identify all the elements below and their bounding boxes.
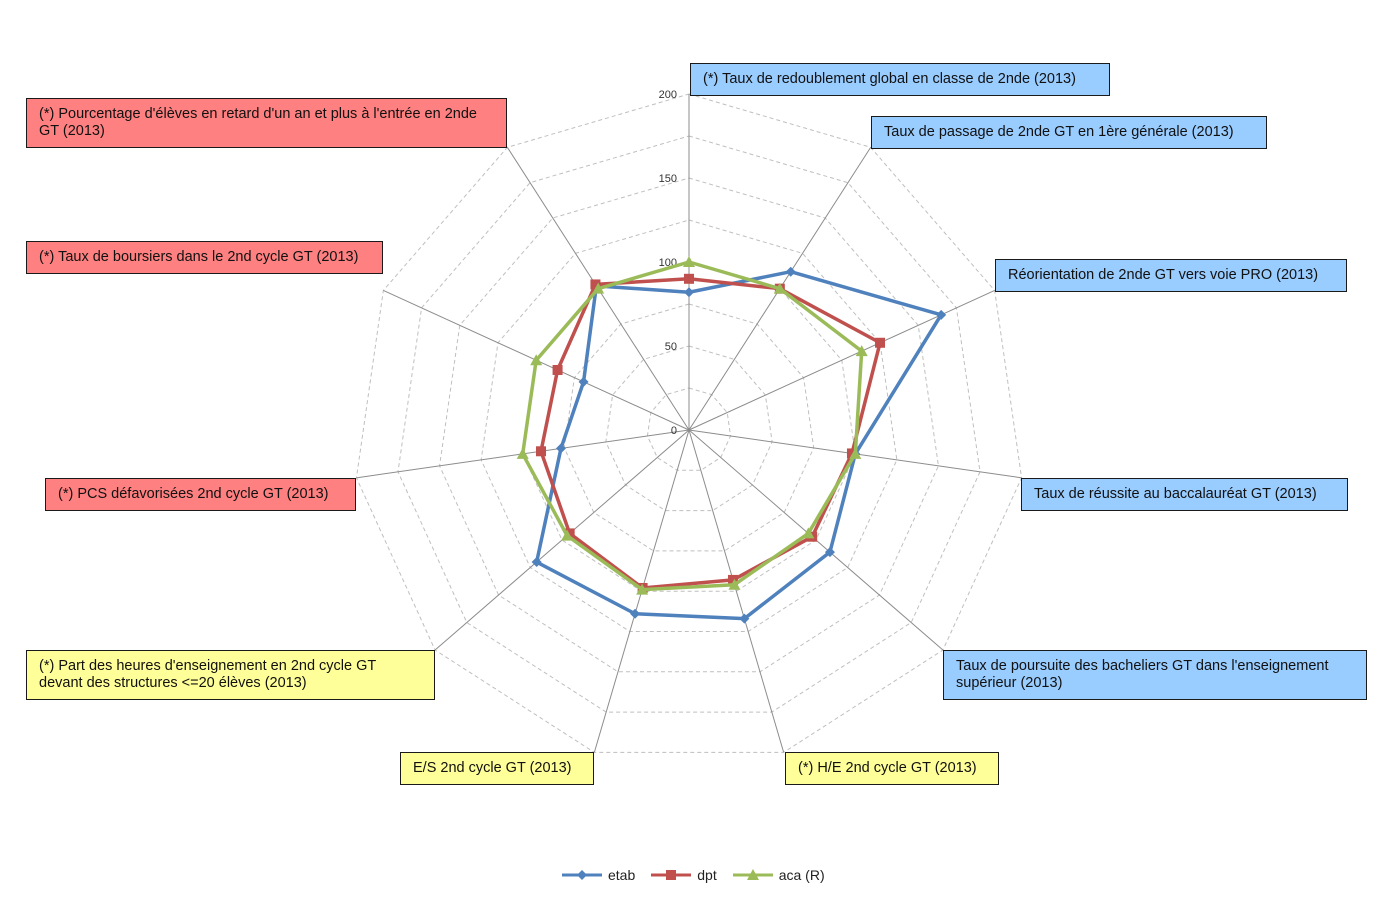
axis-label-9: (*) Taux de boursiers dans le 2nd cycle … [26,241,383,274]
tick-label-50: 50 [665,341,677,353]
grid-ring [646,387,732,471]
legend-label-etab: etab [608,867,636,883]
point-etab-7 [531,557,542,568]
axis-label-4: Taux de poursuite des bacheliers GT dans… [943,650,1367,700]
legend-marker-dpt [651,870,692,880]
point-etab-5 [739,613,750,624]
grid-ring [522,261,856,592]
point-dpt-7 [564,528,575,539]
grid-ring [397,135,981,713]
point-dpt-5 [728,574,739,585]
point-aca-5 [728,578,741,590]
grid-ring [605,345,773,512]
point-aca-3 [849,447,862,459]
legend-item-aca: aca (R) [731,867,825,883]
axis-spoke [688,429,785,753]
point-dpt-9 [552,364,563,375]
point-etab-4 [824,547,835,558]
point-etab-2 [936,309,947,320]
tick-label-0: 0 [671,425,677,437]
axis-label-0: (*) Taux de redoublement global en class… [690,63,1110,96]
point-aca-8 [516,447,529,459]
axis-spoke [688,289,995,431]
series-line-etab [534,269,943,621]
grid-ring [439,177,939,673]
point-aca-7 [561,529,574,541]
point-aca-6 [636,583,649,595]
legend-item-etab: etab [560,867,635,883]
legend-label-aca: aca (R) [778,867,825,883]
axis-label-5: (*) H/E 2nd cycle GT (2013) [785,752,999,785]
point-dpt-10 [590,279,601,290]
axis-label-3: Taux de réussite au baccalauréat GT (201… [1021,478,1348,511]
axis-label-6: E/S 2nd cycle GT (2013) [400,752,594,785]
axis-label-7: (*) Part des heures d'enseignement en 2n… [26,650,435,700]
point-aca-9 [530,354,543,366]
point-dpt-0 [684,273,694,284]
axis-label-2: Réorientation de 2nde GT vers voie PRO (… [995,259,1347,292]
point-aca-10 [592,282,605,294]
legend-marker-aca [732,869,773,880]
point-etab-8 [555,443,566,454]
legend: etab dpt aca (R) [560,865,825,885]
point-etab-6 [630,608,641,619]
point-dpt-8 [536,446,547,457]
legend-item-dpt: dpt [649,867,717,883]
point-dpt-3 [846,448,857,459]
point-etab-9 [578,376,589,387]
point-aca-4 [802,527,815,539]
point-aca-2 [855,345,868,357]
legend-label-dpt: dpt [697,867,717,883]
point-etab-1 [785,266,796,277]
axis-label-10: (*) Pourcentage d'élèves en retard d'un … [26,98,507,148]
tick-label-150: 150 [659,173,677,185]
point-etab-0 [684,287,694,298]
point-aca-1 [773,282,786,294]
axis-label-8: (*) PCS défavorisées 2nd cycle GT (2013) [45,478,356,511]
tick-label-200: 200 [659,89,677,101]
series-line-dpt [539,277,882,590]
axis-label-1: Taux de passage de 2nde GT en 1ère génér… [871,116,1267,149]
series-line-aca [520,260,864,592]
legend-marker-etab [562,870,602,880]
point-aca-0 [683,256,695,267]
point-dpt-2 [875,337,886,348]
